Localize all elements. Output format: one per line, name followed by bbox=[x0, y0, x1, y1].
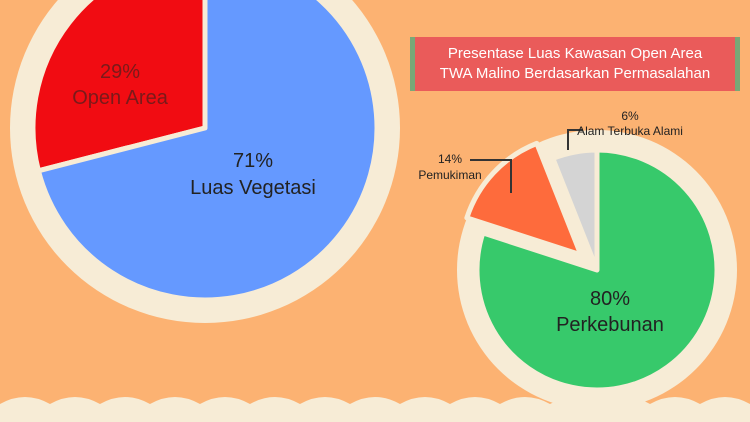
pie1-openarea-label: Open Area bbox=[72, 87, 169, 109]
chart-title-line-1: Presentase Luas Kawasan Open Area bbox=[447, 45, 703, 62]
pie-chart-vegetation bbox=[30, 0, 380, 303]
bottom-wave-decoration bbox=[0, 397, 750, 422]
pie2-pemukiman-value: 14% bbox=[438, 152, 462, 166]
pie2-perkebunan-value: 80% bbox=[590, 288, 630, 310]
pie-chart-open-area-breakdown bbox=[464, 140, 720, 393]
pie-slice-pemukiman bbox=[464, 140, 584, 258]
pie1-vegetasi-label: Luas Vegetasi bbox=[190, 177, 316, 199]
pie2-pemukiman-label: Pemukiman bbox=[418, 168, 481, 182]
pie1-vegetasi-value: 71% bbox=[233, 150, 273, 172]
chart-title-box: Presentase Luas Kawasan Open Area TWA Ma… bbox=[410, 37, 740, 91]
leader-line-pemukiman bbox=[470, 159, 512, 193]
leader-line-alam-terbuka bbox=[567, 129, 583, 150]
pie-slice-luas-vegetasi bbox=[35, 0, 380, 303]
pie2-alam-value: 6% bbox=[621, 109, 639, 123]
pie-slice-open-area bbox=[30, 0, 208, 174]
pie1-openarea-value: 29% bbox=[100, 61, 140, 83]
pie-slice-perkebunan bbox=[474, 147, 720, 393]
chart-title-line-2: TWA Malino Berdasarkan Permasalahan bbox=[439, 65, 711, 82]
pie2-perkebunan-label: Perkebunan bbox=[556, 314, 664, 336]
pie2-alam-label: Alam Terbuka Alami bbox=[577, 124, 683, 138]
